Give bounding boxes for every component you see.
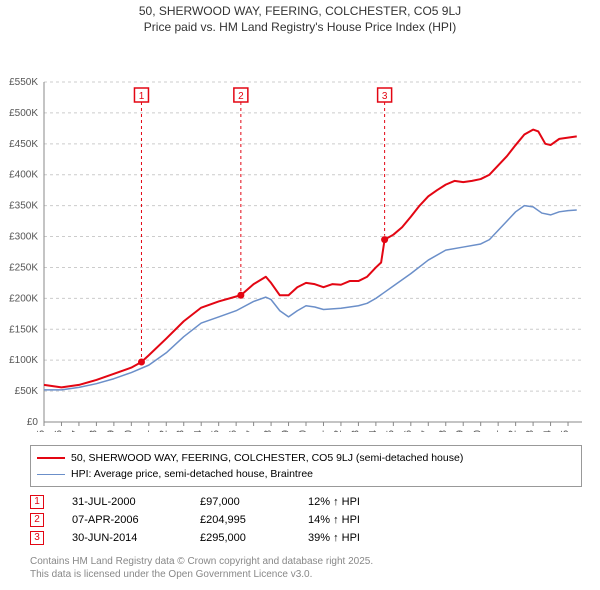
transaction-price: £97,000 xyxy=(200,493,280,511)
transaction-date: 31-JUL-2000 xyxy=(72,493,172,511)
transactions-table: 1 31-JUL-2000 £97,000 12% ↑ HPI 2 07-APR-2006… xyxy=(30,493,582,547)
svg-text:2017: 2017 xyxy=(420,430,431,432)
svg-text:2012: 2012 xyxy=(333,430,344,432)
transaction-row: 2 07-APR-2006 £204,995 14% ↑ HPI xyxy=(30,511,582,529)
svg-text:2009: 2009 xyxy=(281,430,292,432)
svg-text:1995: 1995 xyxy=(36,430,47,432)
legend-label: 50, SHERWOOD WAY, FEERING, COLCHESTER, C… xyxy=(71,450,463,466)
svg-text:£100K: £100K xyxy=(9,355,38,366)
svg-text:2020: 2020 xyxy=(473,430,484,432)
transaction-delta: 14% ↑ HPI xyxy=(308,511,360,529)
svg-text:2014: 2014 xyxy=(368,430,379,432)
marker-dot-1 xyxy=(138,359,145,366)
svg-text:2: 2 xyxy=(238,91,244,102)
series-hpi xyxy=(44,206,577,390)
svg-text:2006: 2006 xyxy=(228,430,239,432)
svg-text:2019: 2019 xyxy=(455,430,466,432)
legend-swatch xyxy=(37,457,65,459)
svg-text:2024: 2024 xyxy=(543,430,554,432)
svg-text:£450K: £450K xyxy=(9,139,38,150)
svg-text:1999: 1999 xyxy=(106,430,117,432)
svg-text:2008: 2008 xyxy=(263,430,274,432)
svg-text:2005: 2005 xyxy=(211,430,222,432)
svg-text:1996: 1996 xyxy=(53,430,64,432)
svg-text:£150K: £150K xyxy=(9,324,38,335)
series-price_paid xyxy=(44,130,577,388)
svg-text:1997: 1997 xyxy=(71,430,82,432)
transaction-date: 07-APR-2006 xyxy=(72,511,172,529)
svg-text:£500K: £500K xyxy=(9,108,38,119)
svg-text:2010: 2010 xyxy=(298,430,309,432)
svg-text:£250K: £250K xyxy=(9,262,38,273)
footer-line1: Contains HM Land Registry data © Crown c… xyxy=(30,555,582,568)
svg-text:3: 3 xyxy=(382,91,388,102)
svg-text:2013: 2013 xyxy=(350,430,361,432)
legend-item: 50, SHERWOOD WAY, FEERING, COLCHESTER, C… xyxy=(37,450,575,466)
svg-text:2004: 2004 xyxy=(193,430,204,432)
svg-text:£300K: £300K xyxy=(9,232,38,243)
svg-text:£200K: £200K xyxy=(9,293,38,304)
svg-text:2001: 2001 xyxy=(141,430,152,432)
transaction-delta: 12% ↑ HPI xyxy=(308,493,360,511)
svg-text:2002: 2002 xyxy=(158,430,169,432)
legend-item: HPI: Average price, semi-detached house,… xyxy=(37,466,575,482)
svg-text:£50K: £50K xyxy=(15,386,39,397)
svg-text:2021: 2021 xyxy=(490,430,501,432)
footer: Contains HM Land Registry data © Crown c… xyxy=(30,555,582,581)
legend-swatch xyxy=(37,474,65,475)
svg-text:1998: 1998 xyxy=(88,430,99,432)
legend: 50, SHERWOOD WAY, FEERING, COLCHESTER, C… xyxy=(30,445,582,487)
svg-text:2000: 2000 xyxy=(123,430,134,432)
svg-text:2022: 2022 xyxy=(508,430,519,432)
svg-text:2011: 2011 xyxy=(315,430,326,432)
svg-text:2003: 2003 xyxy=(176,430,187,432)
svg-text:2018: 2018 xyxy=(438,430,449,432)
title-line1: 50, SHERWOOD WAY, FEERING, COLCHESTER, C… xyxy=(0,4,600,18)
svg-text:£350K: £350K xyxy=(9,201,38,212)
transaction-marker: 1 xyxy=(30,495,44,509)
transaction-date: 30-JUN-2014 xyxy=(72,529,172,547)
transaction-row: 1 31-JUL-2000 £97,000 12% ↑ HPI xyxy=(30,493,582,511)
svg-text:£400K: £400K xyxy=(9,170,38,181)
marker-dot-3 xyxy=(381,236,388,243)
svg-text:2016: 2016 xyxy=(403,430,414,432)
transaction-marker: 2 xyxy=(30,513,44,527)
price-chart: £0 £50K £100K £150K £200K £250K £300K £350K £400… xyxy=(0,34,600,437)
svg-text:2015: 2015 xyxy=(385,430,396,432)
legend-label: HPI: Average price, semi-detached house,… xyxy=(71,466,313,482)
transaction-delta: 39% ↑ HPI xyxy=(308,529,360,547)
svg-text:2025: 2025 xyxy=(560,430,571,432)
svg-text:£0: £0 xyxy=(27,417,39,428)
transaction-price: £295,000 xyxy=(200,529,280,547)
svg-text:2023: 2023 xyxy=(525,430,536,432)
marker-dot-2 xyxy=(237,292,244,299)
transaction-row: 3 30-JUN-2014 £295,000 39% ↑ HPI xyxy=(30,529,582,547)
footer-line2: This data is licensed under the Open Gov… xyxy=(30,568,582,581)
svg-text:£550K: £550K xyxy=(9,77,38,88)
transaction-price: £204,995 xyxy=(200,511,280,529)
title-line2: Price paid vs. HM Land Registry's House … xyxy=(0,20,600,34)
svg-text:1: 1 xyxy=(139,91,145,102)
svg-text:2007: 2007 xyxy=(246,430,257,432)
transaction-marker: 3 xyxy=(30,531,44,545)
